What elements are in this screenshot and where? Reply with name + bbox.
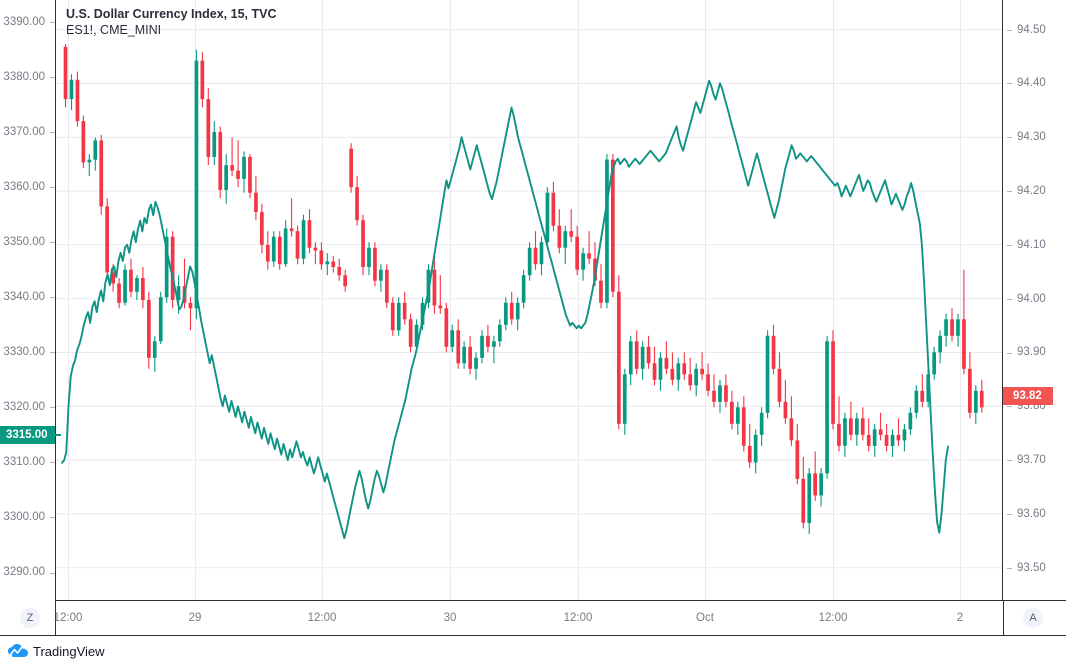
time-axis[interactable]: Z A 12:00 29 12:00 30 12:00 Oct 12:00 2 (0, 601, 1066, 636)
tradingview-logo-icon (8, 644, 28, 657)
time-axis-tick-label: Oct (696, 612, 714, 624)
right-last-price-marker (1004, 394, 1010, 397)
left-axis-tick-label: 3370.00 (3, 126, 45, 139)
left-axis-tick-label: 3350.00 (3, 236, 45, 249)
left-last-price-marker (55, 433, 61, 436)
right-axis-tick-label: 93.50 (1017, 561, 1046, 574)
reset-zoom-button[interactable]: Z (20, 608, 40, 628)
left-axis-tick-mark (50, 187, 55, 189)
right-axis-tick-label: 93.90 (1017, 346, 1046, 359)
right-axis-tick-label: 94.50 (1017, 23, 1046, 36)
time-axis-tick-label: 12:00 (818, 612, 848, 624)
chart-plot-area[interactable] (55, 0, 1003, 601)
candlestick-series (63, 44, 984, 534)
right-axis-tick-mark (1007, 567, 1012, 569)
left-axis-tick-mark (50, 242, 55, 244)
left-axis-tick-mark (50, 297, 55, 299)
left-axis-tick-mark (50, 462, 55, 464)
time-axis-tick-label: 12:00 (53, 612, 83, 624)
right-axis-tick-mark (1007, 513, 1012, 515)
left-price-axis[interactable]: 3390.00 3380.00 3370.00 3360.00 3350.00 3340.… (0, 0, 55, 601)
time-axis-tick-label: 12:00 (563, 612, 593, 624)
left-axis-tick-mark (50, 22, 55, 23)
right-axis-tick-mark (1007, 460, 1012, 462)
right-axis-tick-mark (1007, 83, 1012, 85)
left-axis-tick-label: 3310.00 (3, 456, 45, 469)
left-axis-tick-mark (50, 407, 55, 409)
time-axis-tick-label: 12:00 (307, 612, 337, 624)
left-axis-tick-label: 3380.00 (3, 71, 45, 84)
price-series-svg (56, 0, 1002, 600)
right-axis-tick-mark (1007, 244, 1012, 246)
right-axis-tick-mark (1007, 406, 1012, 408)
auto-scale-button[interactable]: A (1023, 608, 1043, 628)
right-last-price-tag[interactable]: 93.82 (1003, 386, 1053, 405)
right-axis-tick-mark (1007, 29, 1012, 31)
right-axis-tick-mark (1007, 298, 1012, 300)
left-axis-tick-label: 3320.00 (3, 401, 45, 414)
time-axis-right-divider (1003, 601, 1004, 635)
right-axis-tick-mark (1007, 191, 1012, 192)
grid-lines (56, 0, 1002, 600)
left-axis-tick-label: 3330.00 (3, 346, 45, 359)
right-axis-tick-mark (1007, 352, 1012, 354)
right-axis-tick-mark (1007, 137, 1012, 139)
right-axis-tick-label: 94.00 (1017, 292, 1046, 305)
left-axis-tick-mark (50, 572, 55, 574)
time-axis-tick-label: 30 (443, 612, 457, 624)
left-axis-tick-mark (50, 352, 55, 354)
time-axis-tick-label: 2 (956, 612, 964, 624)
right-axis-tick-label: 94.30 (1017, 131, 1046, 144)
left-last-price-tag[interactable]: 3315.00 (0, 425, 55, 444)
right-axis-tick-label: 94.20 (1017, 185, 1046, 198)
footer: TradingView (0, 636, 1066, 670)
right-axis-tick-label: 93.70 (1017, 454, 1046, 467)
left-axis-tick-label: 3300.00 (3, 511, 45, 524)
right-axis-tick-label: 93.60 (1017, 507, 1046, 520)
dxy-line-series (61, 79, 949, 540)
tradingview-branding[interactable]: TradingView (8, 644, 105, 660)
left-axis-tick-label: 3360.00 (3, 181, 45, 194)
right-price-axis[interactable]: 94.50 94.40 94.30 94.20 94.10 94.00 93.90 93.80… (1003, 0, 1066, 601)
left-axis-tick-label: 3340.00 (3, 291, 45, 304)
left-axis-tick-label: 3290.00 (3, 566, 45, 579)
left-axis-tick-mark (50, 517, 55, 519)
time-axis-tick-label: 29 (188, 612, 202, 624)
left-axis-tick-mark (50, 77, 55, 79)
left-axis-tick-label: 3390.00 (3, 16, 45, 29)
time-axis-left-divider (55, 601, 56, 635)
right-axis-tick-label: 94.40 (1017, 77, 1046, 90)
tradingview-wordmark: TradingView (33, 644, 105, 659)
left-axis-tick-mark (50, 132, 55, 134)
right-axis-tick-label: 94.10 (1017, 238, 1046, 251)
